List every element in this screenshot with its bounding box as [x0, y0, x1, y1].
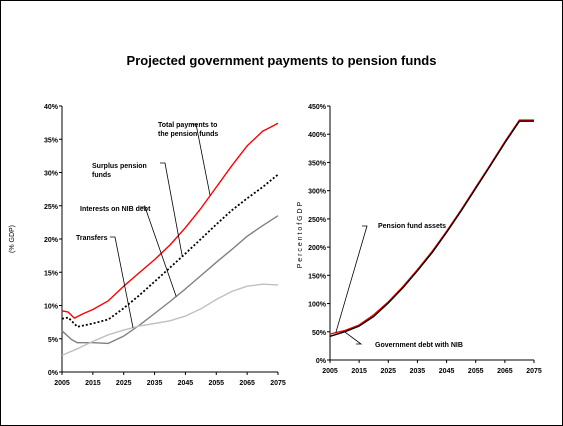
y-axis-label: P e r c e n t o f G D P: [297, 201, 304, 268]
series-label: Interests on NIB debt: [80, 206, 151, 213]
y-tick-label: 0%: [316, 358, 327, 365]
series-label: Total payments to: [158, 122, 217, 129]
x-tick-label: 2045: [439, 368, 455, 375]
annotation-leader: [335, 225, 368, 333]
y-axis-label: (% GDP): [9, 225, 16, 253]
y-tick-label: 15%: [44, 270, 59, 277]
y-tick-label: 300%: [308, 189, 327, 196]
right-chart: 0% 50% 100% 150% 200% 250% 300% 350% 400% 450% 200…: [297, 104, 542, 375]
x-tick-label: 2045: [178, 380, 194, 387]
series-label: Government debt with NIB: [375, 342, 463, 349]
x-tick-label: 2025: [116, 380, 132, 387]
x-tick-label: 2075: [270, 380, 286, 387]
y-tick-label: 30%: [44, 171, 59, 178]
x-tick-label: 2035: [147, 380, 163, 387]
y-tick-label: 250%: [308, 217, 327, 224]
x-tick-label: 2015: [351, 368, 367, 375]
chart-title: Projected government payments to pension…: [126, 53, 437, 68]
x-tick-label: 2055: [208, 380, 224, 387]
x-tick-label: 2055: [468, 368, 484, 375]
series-label: Pension fund assets: [378, 223, 446, 230]
annotation-leader: [160, 162, 183, 257]
y-tick-label: 450%: [308, 104, 327, 111]
y-tick-label: 50%: [312, 330, 327, 337]
y-tick-label: 0%: [48, 370, 59, 377]
series-label: Surplus pension: [92, 163, 147, 170]
series-label: Transfers: [76, 235, 108, 242]
y-tick-label: 100%: [308, 302, 327, 309]
y-tick-label: 10%: [44, 304, 59, 311]
y-tick-label: 350%: [308, 160, 327, 167]
y-tick-label: 35%: [44, 137, 59, 144]
annotation-leader: [344, 331, 363, 345]
series-line: [61, 122, 279, 319]
x-tick-label: 2015: [85, 380, 101, 387]
series-line: [61, 215, 279, 345]
annotation-leader: [140, 206, 177, 297]
x-tick-label: 2075: [526, 368, 542, 375]
y-tick-label: 20%: [44, 237, 59, 244]
x-tick-label: 2025: [380, 368, 396, 375]
series-line: [329, 120, 534, 337]
series-label: the pension funds: [158, 131, 218, 138]
y-tick-label: 150%: [308, 273, 327, 280]
x-tick-label: 2005: [322, 368, 338, 375]
x-tick-label: 2065: [239, 380, 255, 387]
y-tick-label: 40%: [44, 104, 59, 111]
annotation-leader: [110, 236, 134, 328]
y-tick-label: 25%: [44, 204, 59, 211]
series-label: funds: [92, 172, 111, 179]
y-tick-label: 200%: [308, 245, 327, 252]
annotation-leader: [191, 123, 211, 196]
x-tick-label: 2005: [54, 380, 70, 387]
series-line: [61, 283, 279, 357]
x-tick-label: 2065: [497, 368, 513, 375]
y-tick-label: 400%: [308, 132, 327, 139]
left-chart: 0% 5% 10% 15% 20% 25% 30% 35% 40% 2005 2015 2025 203…: [9, 104, 286, 387]
series-line: [61, 173, 279, 328]
y-tick-label: 5%: [48, 337, 59, 344]
x-tick-label: 2035: [410, 368, 426, 375]
